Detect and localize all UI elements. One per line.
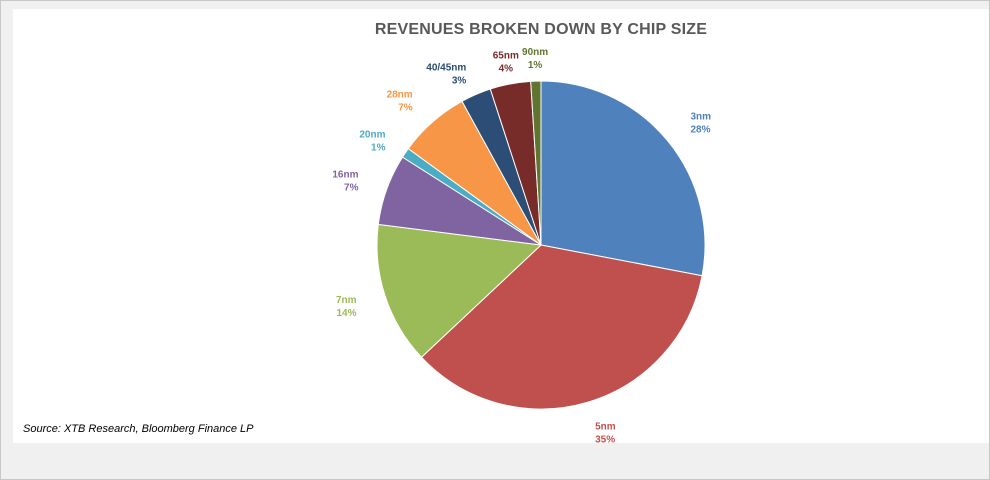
chart-title: REVENUES BROKEN DOWN BY CHIP SIZE [374, 21, 708, 38]
slice-value-5nm: 35% [595, 434, 615, 443]
slice-label-28nm: 28nm [387, 90, 413, 101]
slice-value-16nm: 7% [344, 182, 359, 193]
source-note: Source: XTB Research, Bloomberg Finance … [23, 423, 254, 435]
slice-value-7nm: 14% [336, 308, 356, 319]
chart-area: REVENUES BROKEN DOWN BY CHIP SIZE 3nm 28%… [13, 9, 989, 443]
pie-chart: 3nm 28% 5nm 35% 7nm 14% 16nm 7% 20nm 1% 28nm 7% 40/4… [332, 47, 712, 443]
pie-slice-7nm [376, 223, 543, 358]
slice-label-3nm: 3nm [691, 111, 712, 122]
slice-label-5nm: 5nm [595, 421, 616, 432]
pie-slice-3nm [540, 80, 706, 277]
slice-value-65nm: 4% [499, 63, 514, 74]
slice-value-90nm: 1% [528, 60, 543, 71]
slice-value-40-45nm: 3% [452, 76, 467, 87]
slice-label-40-45nm: 40/45nm [426, 63, 466, 74]
slice-value-28nm: 7% [398, 103, 413, 114]
slice-label-16nm: 16nm [332, 169, 358, 180]
slice-value-20nm: 1% [371, 142, 386, 153]
slice-label-7nm: 7nm [336, 295, 357, 306]
slice-label-65nm: 65nm [493, 50, 519, 61]
slice-value-3nm: 28% [691, 124, 711, 135]
slice-label-20nm: 20nm [359, 129, 385, 140]
slice-label-90nm: 90nm [522, 47, 548, 58]
pie-slice-90nm [530, 80, 542, 246]
pie-slice-5nm [420, 244, 703, 410]
